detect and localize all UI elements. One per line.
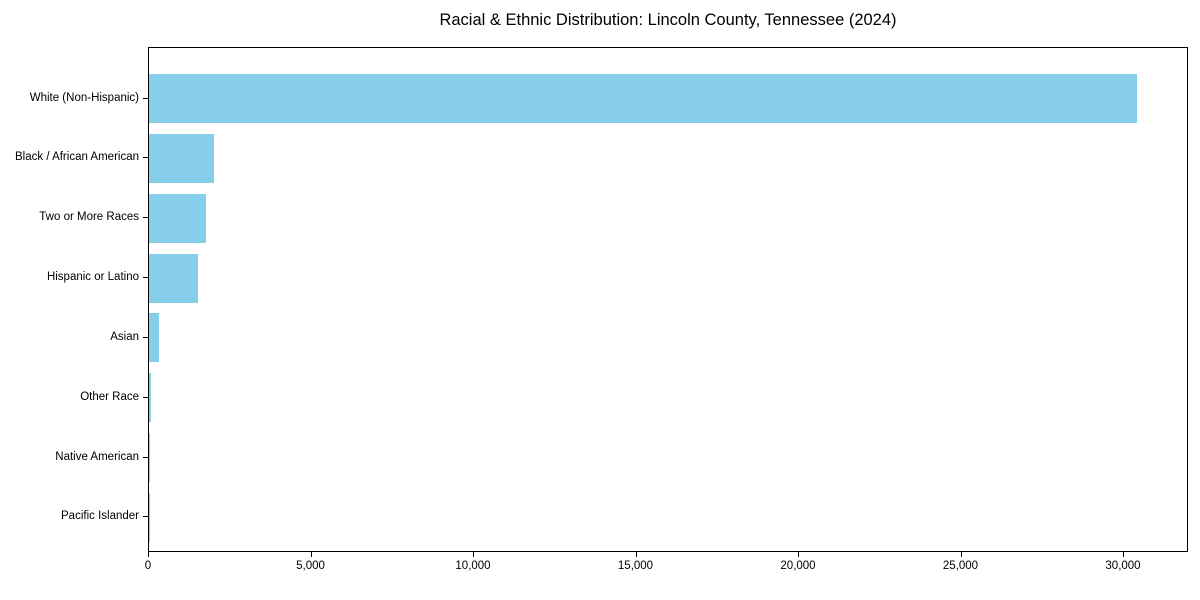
y-tick-label: Pacific Islander [61, 510, 139, 523]
chart-title: Racial & Ethnic Distribution: Lincoln Co… [439, 11, 897, 29]
x-tick-mark [310, 552, 312, 557]
bar-hispanic-or-latino [149, 253, 198, 303]
x-tick-mark [1123, 552, 1124, 557]
x-tick-label: 30,000 [1105, 560, 1141, 572]
bar-asian [149, 313, 159, 363]
y-tick-label: Two or More Races [39, 211, 139, 224]
x-tick-mark [473, 552, 474, 557]
y-tick-label: White (Non-Hispanic) [29, 91, 139, 104]
x-tick-mark [148, 552, 149, 557]
x-tick-label: 5,000 [296, 560, 325, 572]
bar-other-race [149, 373, 152, 423]
y-tick-mark [143, 97, 148, 99]
bar-two-or-more-races [149, 193, 206, 243]
bar-white-non-hispanic [149, 74, 1137, 123]
y-tick-label: Hispanic or Latino [46, 271, 139, 284]
y-tick-mark [143, 336, 148, 338]
y-tick-label: Other Race [80, 390, 139, 403]
bar-native-american [149, 433, 151, 483]
y-tick-mark [143, 157, 148, 159]
x-tick-mark [635, 552, 637, 557]
x-tick-label: 0 [144, 560, 152, 572]
y-tick-mark [143, 217, 148, 219]
x-tick-mark [960, 552, 962, 557]
x-tick-label: 10,000 [455, 560, 491, 572]
x-tick-mark [798, 552, 799, 557]
y-tick-label: Asian [110, 330, 139, 343]
y-tick-mark [143, 516, 148, 518]
y-tick-label: Black / African American [15, 151, 139, 164]
bar-black-african-american [149, 133, 214, 183]
bar-pacific-islander [149, 492, 150, 542]
plot-area [148, 47, 1188, 552]
x-tick-label: 25,000 [942, 560, 979, 572]
y-tick-label: Native American [55, 450, 139, 463]
y-tick-mark [143, 396, 148, 398]
y-tick-mark [143, 277, 148, 279]
x-tick-label: 15,000 [617, 560, 654, 572]
x-tick-label: 20,000 [780, 560, 816, 572]
y-tick-mark [143, 456, 148, 458]
